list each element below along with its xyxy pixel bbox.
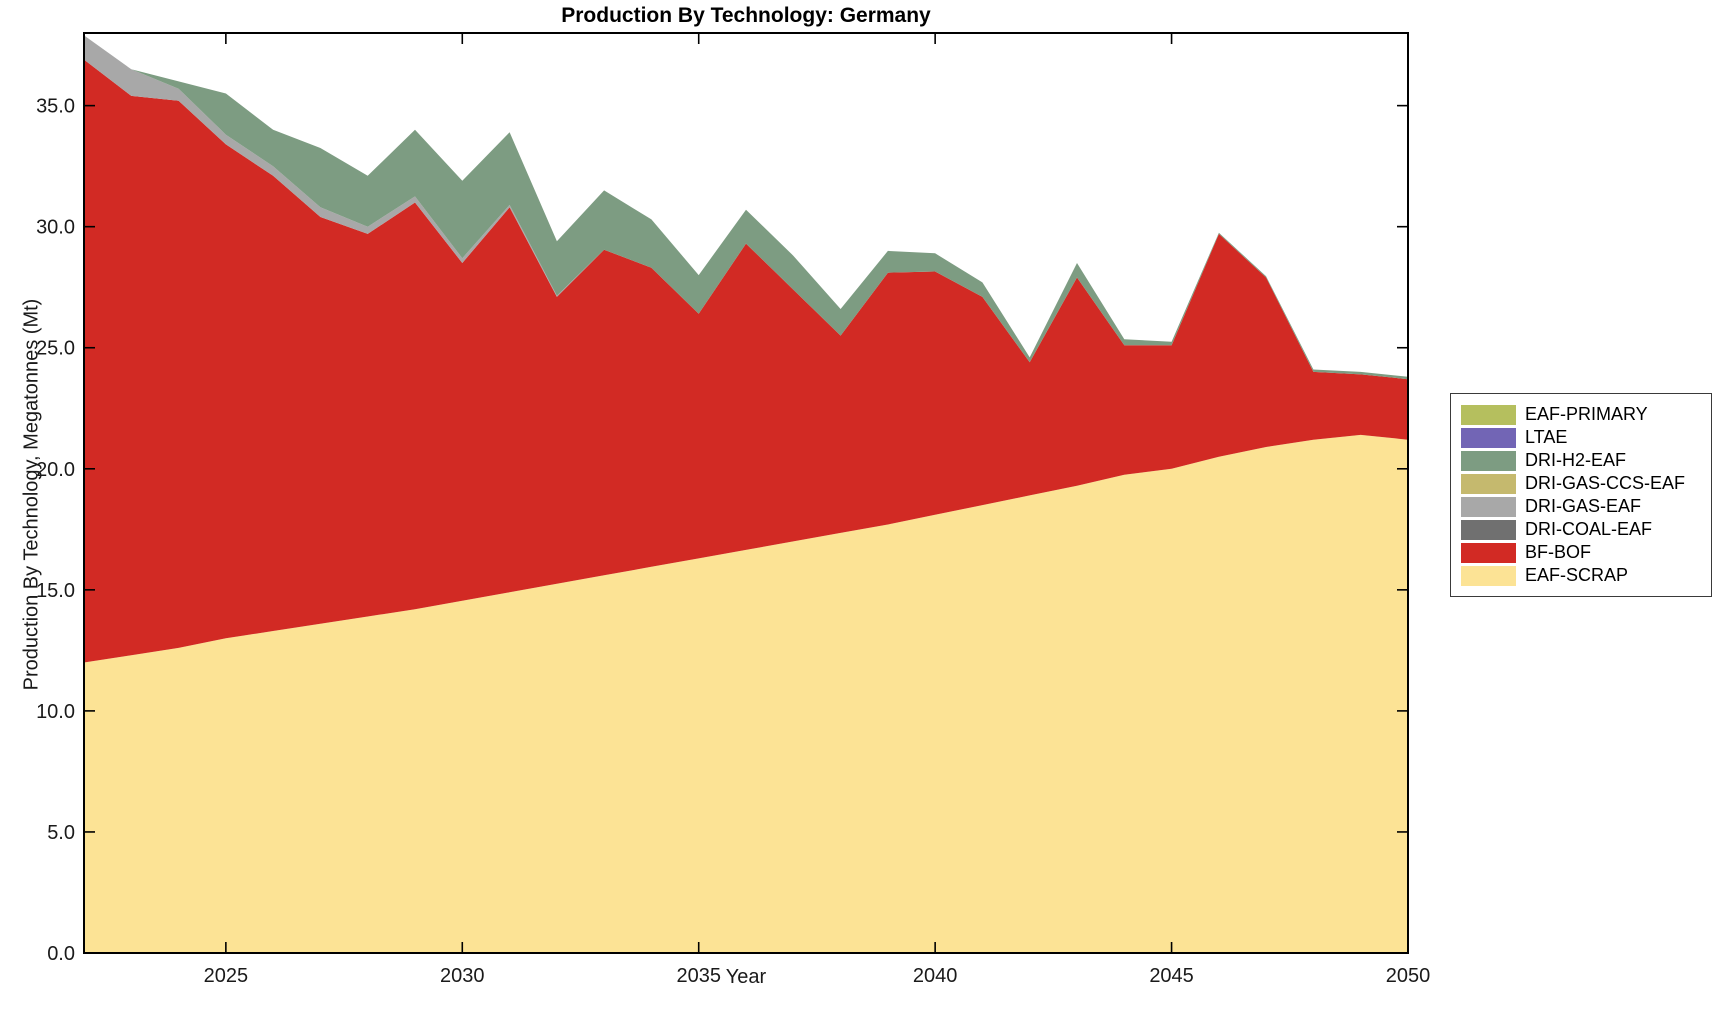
y-tick-label: 15.0 — [36, 580, 75, 602]
legend-item-DRI-GAS-CCS-EAF: DRI-GAS-CCS-EAF — [1461, 472, 1701, 495]
y-tick-label: 5.0 — [47, 822, 75, 844]
legend-swatch-EAF-PRIMARY — [1461, 404, 1516, 425]
legend-swatch-LTAE — [1461, 427, 1516, 448]
x-tick-label: 2050 — [1386, 965, 1431, 987]
axes-box — [83, 32, 1409, 954]
legend-label: EAF-PRIMARY — [1525, 404, 1648, 424]
legend-item-BF-BOF: BF-BOF — [1461, 541, 1701, 564]
legend-item-LTAE: LTAE — [1461, 426, 1701, 449]
legend-item-EAF-SCRAP: EAF-SCRAP — [1461, 564, 1701, 587]
x-tick-label: 2030 — [440, 965, 485, 987]
area-BF-BOF — [84, 59, 1408, 663]
legend-item-DRI-COAL-EAF: DRI-COAL-EAF — [1461, 518, 1701, 541]
y-tick-label: 0.0 — [47, 943, 75, 965]
y-tick-label: 30.0 — [36, 217, 75, 239]
chart-title: Production By Technology: Germany — [561, 4, 931, 27]
legend-label: DRI-GAS-CCS-EAF — [1525, 473, 1686, 493]
y-tick-label: 10.0 — [36, 701, 75, 723]
y-axis-label: Production By Technology, Megatonnes (Mt… — [20, 298, 43, 691]
x-tick-label: 2025 — [204, 965, 249, 987]
legend-item-DRI-GAS-EAF: DRI-GAS-EAF — [1461, 495, 1701, 518]
legend-box: EAF-PRIMARY LTAE DRI-H2-EAF DRI-GAS-CCS-EAF… — [1450, 393, 1712, 597]
legend-label: BF-BOF — [1525, 542, 1591, 562]
area-DRI-H2-EAF — [84, 35, 1408, 380]
x-tick-label: 2045 — [1149, 965, 1194, 987]
legend-swatch-DRI-GAS-EAF — [1461, 496, 1516, 517]
legend-swatch-DRI-GAS-CCS-EAF — [1461, 473, 1516, 494]
legend-label: DRI-H2-EAF — [1525, 450, 1627, 470]
x-tick-label: 2040 — [913, 965, 958, 987]
x-axis-label: Year — [725, 966, 767, 988]
legend-swatch-EAF-SCRAP — [1461, 565, 1516, 586]
legend-label: DRI-GAS-EAF — [1525, 496, 1642, 516]
y-tick-label: 20.0 — [36, 459, 75, 481]
legend-swatch-DRI-COAL-EAF — [1461, 519, 1516, 540]
legend-swatch-DRI-H2-EAF — [1461, 450, 1516, 471]
legend-swatch-BF-BOF — [1461, 542, 1516, 563]
x-tick-label: 2035 — [676, 965, 721, 987]
area-EAF-SCRAP — [84, 434, 1408, 953]
legend-item-DRI-H2-EAF: DRI-H2-EAF — [1461, 449, 1701, 472]
legend-item-EAF-PRIMARY: EAF-PRIMARY — [1461, 403, 1701, 426]
legend-label: DRI-COAL-EAF — [1525, 519, 1653, 539]
y-tick-label: 25.0 — [36, 338, 75, 360]
y-tick-label: 35.0 — [36, 96, 75, 118]
legend-label: EAF-SCRAP — [1525, 565, 1629, 585]
legend-label: LTAE — [1525, 427, 1568, 447]
